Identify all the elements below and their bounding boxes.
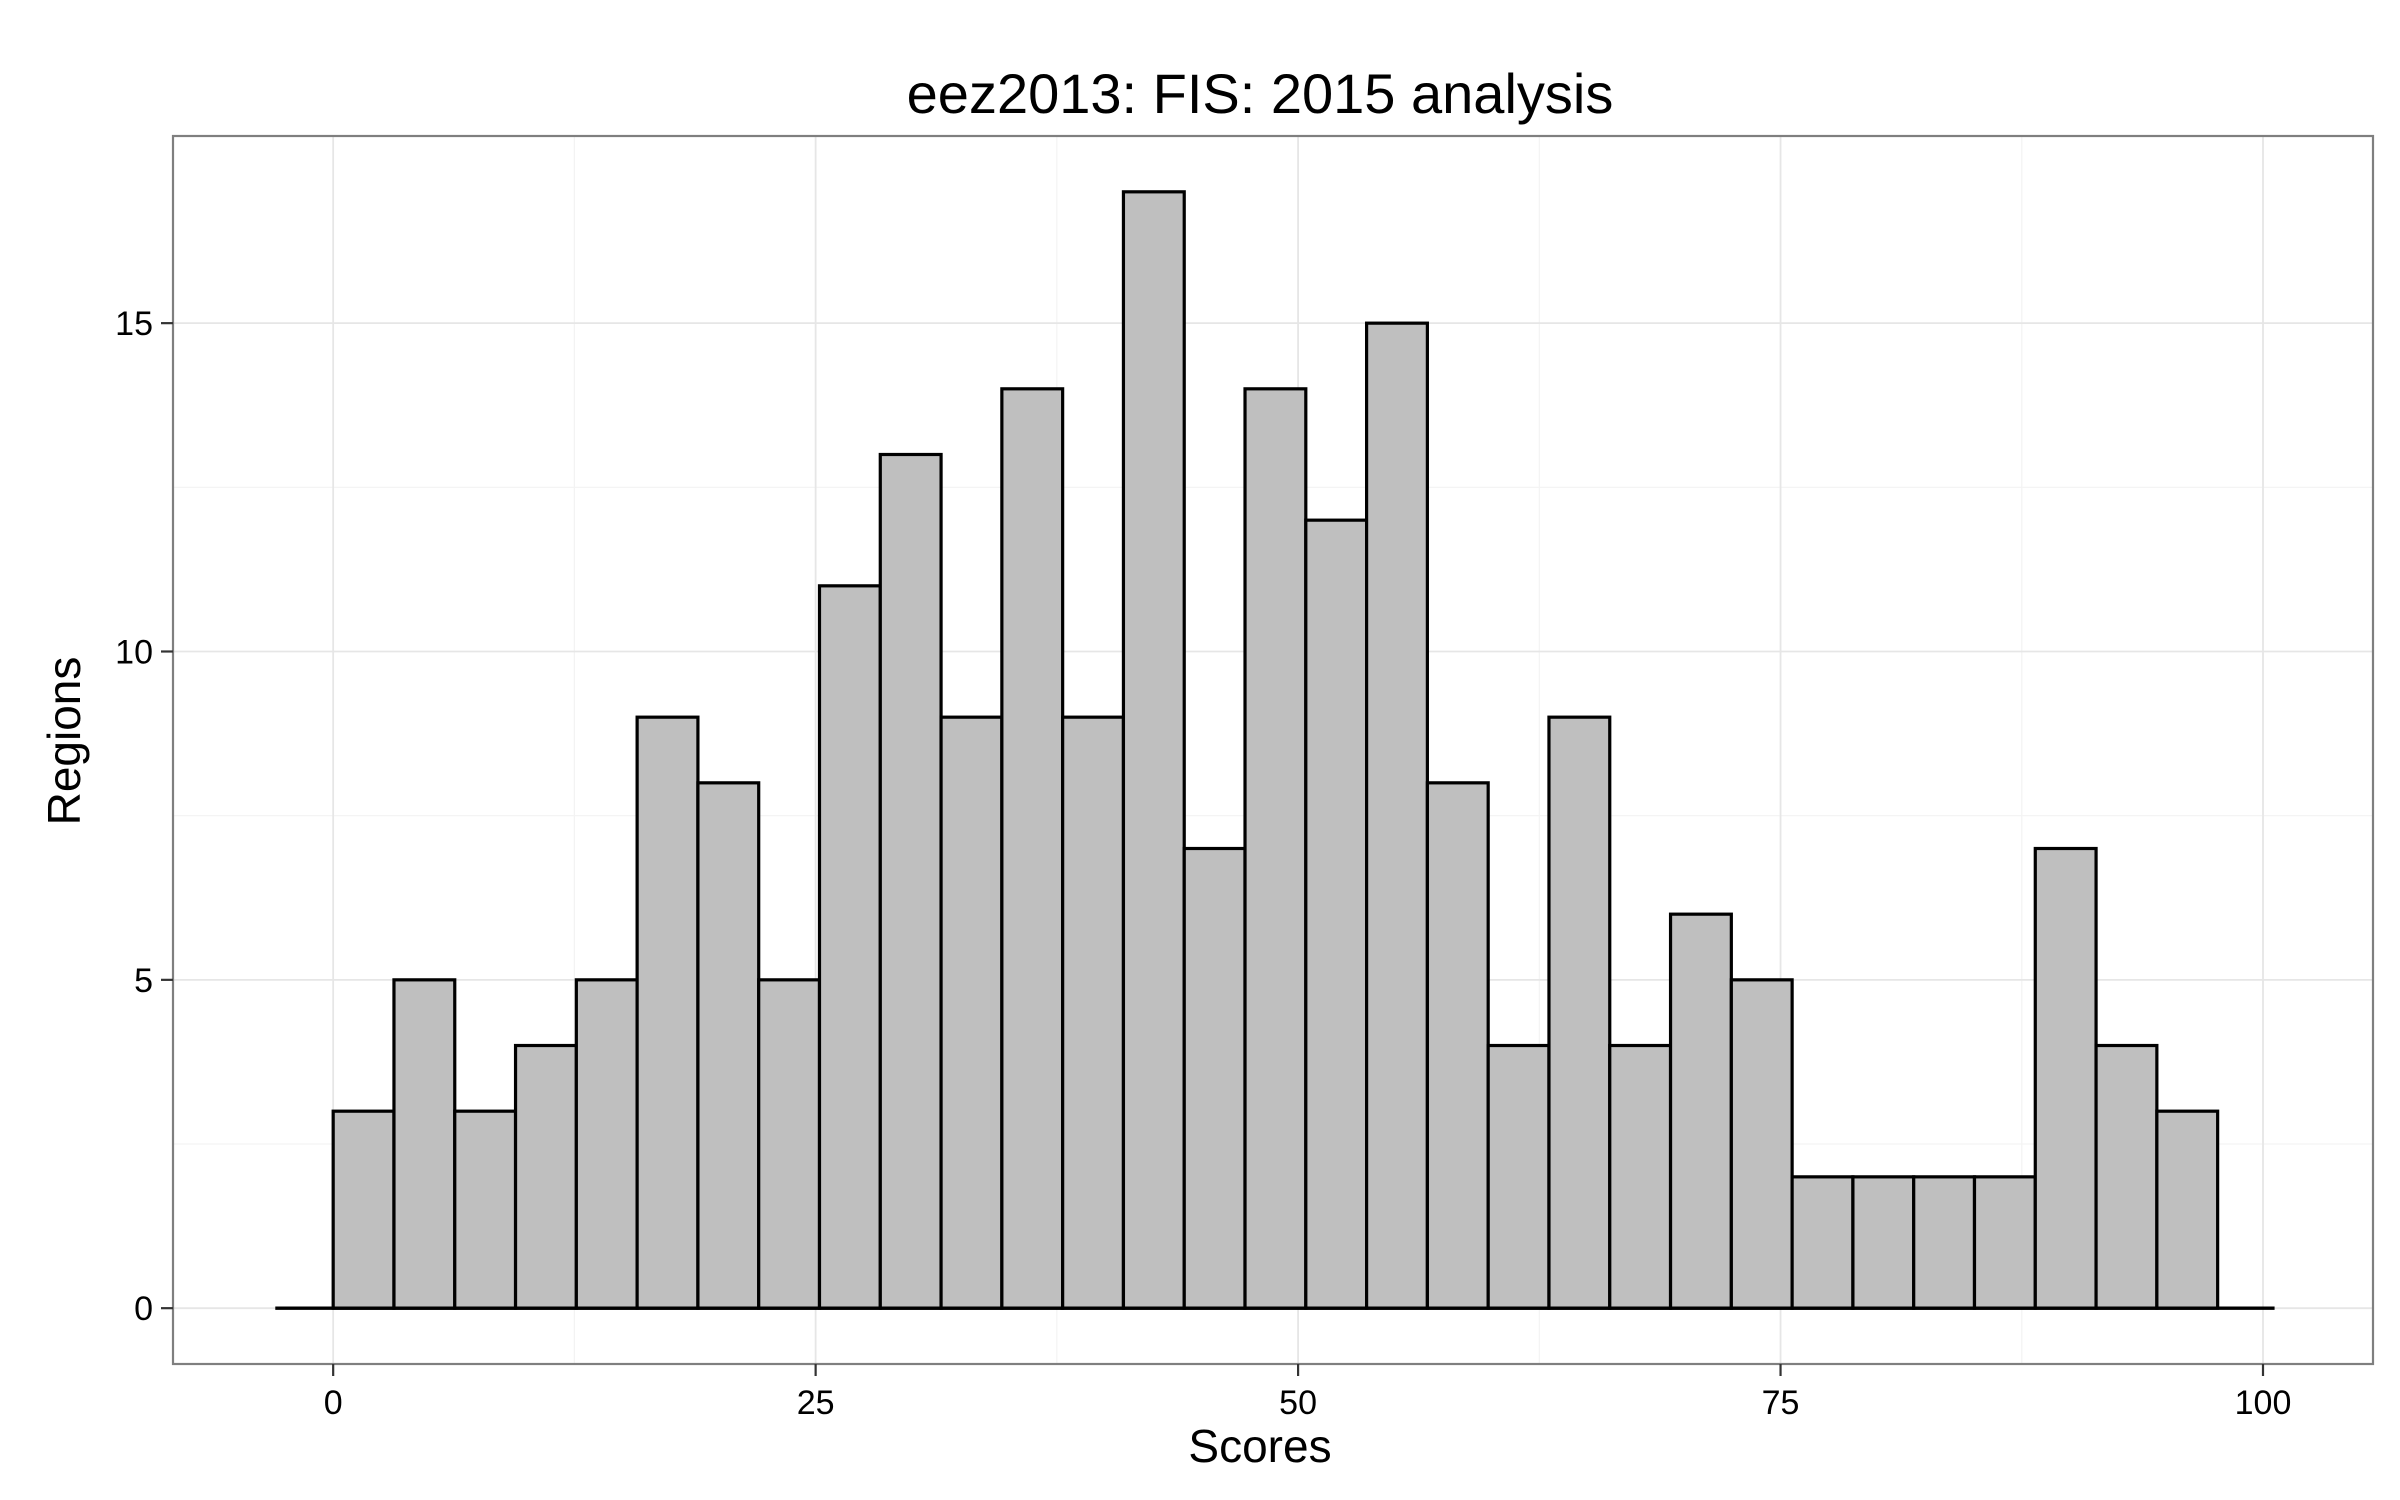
y-tick-label: 0 [134, 1290, 153, 1328]
histogram-bar [1729, 978, 1794, 1310]
histogram-bar [392, 978, 457, 1310]
histogram-bar [1304, 518, 1369, 1310]
histogram-bar [817, 584, 882, 1310]
histogram-bar [878, 452, 943, 1310]
x-axis-title: Scores [1188, 1420, 1331, 1472]
histogram-bar [331, 1109, 396, 1310]
plot-panel-border [171, 134, 2375, 1366]
chart-title: eez2013: FIS: 2015 analysis [907, 62, 1614, 125]
histogram-bar [1547, 715, 1612, 1310]
histogram-bar [453, 1109, 518, 1310]
histogram-bar [635, 715, 700, 1310]
histogram-bar [574, 978, 639, 1310]
histogram-bar [2094, 1043, 2159, 1310]
histogram-bar [1182, 846, 1247, 1310]
histogram-bar [696, 781, 761, 1310]
y-tick-label: 5 [134, 962, 153, 1000]
x-tick-label: 75 [1762, 1384, 1800, 1422]
histogram-bar [1243, 387, 1308, 1310]
histogram-bar [1972, 1175, 2037, 1310]
x-tick-label: 25 [797, 1384, 835, 1422]
x-axis: 0 25 50 75 100 [324, 1364, 2292, 1422]
histogram-bar [1364, 321, 1429, 1310]
histogram-bar [1608, 1043, 1673, 1310]
histogram-bars [331, 190, 2220, 1310]
x-tick-label: 0 [324, 1384, 343, 1422]
histogram-bar [1121, 190, 1186, 1310]
y-tick-label: 15 [115, 305, 153, 343]
histogram-bar [1790, 1175, 1855, 1310]
histogram-bar [1061, 715, 1126, 1310]
histogram-bar [2033, 846, 2098, 1310]
histogram-bar [1912, 1175, 1977, 1310]
histogram-bar [757, 978, 822, 1310]
x-tick-label: 100 [2235, 1384, 2292, 1422]
histogram-bar [1668, 912, 1733, 1310]
y-axis-title: Regions [38, 657, 90, 826]
histogram-bar [1851, 1175, 1916, 1310]
y-tick-label: 10 [115, 633, 153, 671]
histogram-bar [1000, 387, 1065, 1310]
histogram-bar [2155, 1109, 2220, 1310]
histogram-bar [1486, 1043, 1551, 1310]
x-tick-label: 50 [1279, 1384, 1317, 1422]
histogram-bar [513, 1043, 578, 1310]
y-axis: 0 5 10 15 [115, 305, 173, 1328]
histogram-bar [939, 715, 1004, 1310]
histogram-bar [1425, 781, 1490, 1310]
